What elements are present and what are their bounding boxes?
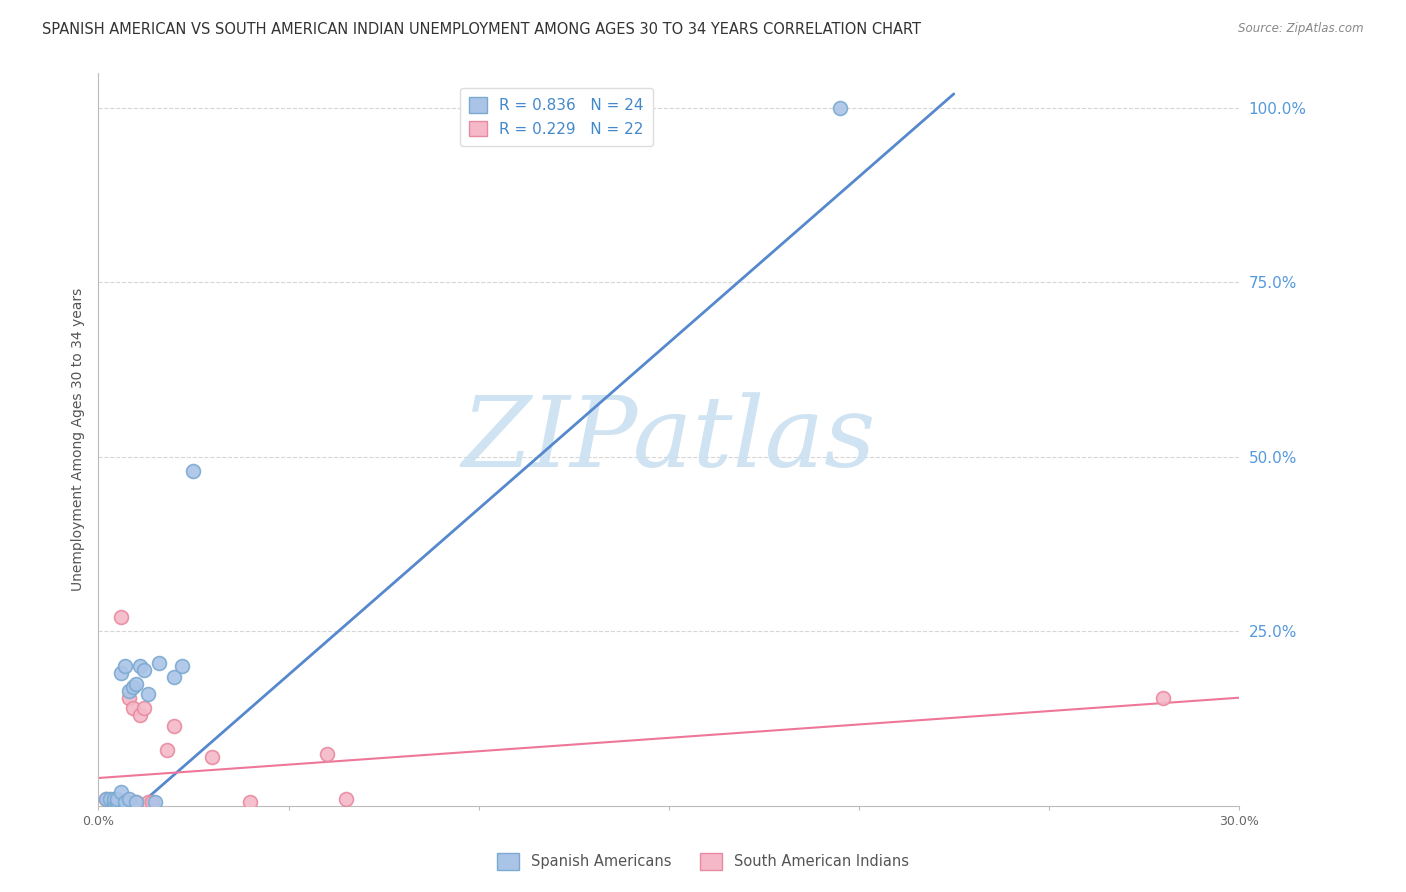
Point: [103, 796, 125, 810]
Y-axis label: Unemployment Among Ages 30 to 34 years: Unemployment Among Ages 30 to 34 years: [72, 288, 86, 591]
Point: [94, 792, 117, 806]
Point: [132, 701, 155, 715]
Point: [129, 659, 152, 673]
Point: [107, 796, 129, 810]
Point: [114, 796, 136, 810]
Text: ZIPatlas: ZIPatlas: [461, 392, 876, 487]
Point: [98, 792, 121, 806]
Point: [148, 656, 170, 670]
Point: [183, 464, 205, 478]
Point: [94, 792, 117, 806]
Point: [110, 666, 132, 681]
Text: SPANISH AMERICAN VS SOUTH AMERICAN INDIAN UNEMPLOYMENT AMONG AGES 30 TO 34 YEARS: SPANISH AMERICAN VS SOUTH AMERICAN INDIA…: [42, 22, 921, 37]
Point: [107, 796, 129, 810]
Point: [156, 743, 179, 757]
Point: [125, 796, 148, 810]
Point: [114, 796, 136, 810]
Point: [315, 747, 337, 761]
Point: [201, 750, 224, 764]
Point: [110, 785, 132, 799]
Legend: Spanish Americans, South American Indians: Spanish Americans, South American Indian…: [491, 847, 915, 876]
Point: [103, 796, 125, 810]
Point: [114, 659, 136, 673]
Point: [163, 718, 186, 732]
Point: [141, 796, 163, 810]
Point: [118, 690, 141, 705]
Point: [132, 663, 155, 677]
Point: [163, 670, 186, 684]
Point: [1152, 690, 1174, 705]
Point: [136, 796, 159, 810]
Point: [828, 101, 851, 115]
Point: [98, 796, 121, 810]
Point: [125, 677, 148, 691]
Point: [170, 659, 193, 673]
Point: [118, 796, 141, 810]
Point: [110, 610, 132, 624]
Point: [129, 708, 152, 723]
Point: [107, 792, 129, 806]
Point: [103, 792, 125, 806]
Point: [239, 796, 262, 810]
Point: [118, 683, 141, 698]
Legend: R = 0.836   N = 24, R = 0.229   N = 22: R = 0.836 N = 24, R = 0.229 N = 22: [460, 88, 652, 146]
Point: [110, 796, 132, 810]
Text: Source: ZipAtlas.com: Source: ZipAtlas.com: [1239, 22, 1364, 36]
Point: [335, 792, 357, 806]
Point: [121, 701, 143, 715]
Point: [125, 796, 148, 810]
Point: [136, 687, 159, 701]
Point: [145, 796, 167, 810]
Point: [121, 680, 143, 694]
Point: [118, 792, 141, 806]
